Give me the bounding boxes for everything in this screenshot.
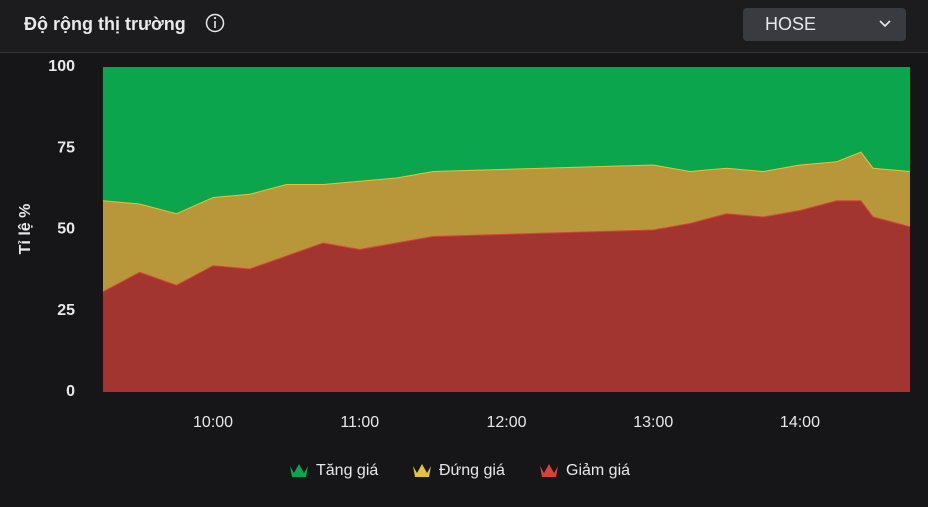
legend-icon (540, 464, 558, 477)
widget-title: Độ rộng thị trường (24, 14, 186, 34)
legend-icon (413, 464, 431, 477)
x-tick-label: 13:00 (633, 414, 673, 431)
info-icon[interactable] (205, 13, 225, 33)
y-tick-label: 0 (66, 383, 75, 400)
legend-label: Đứng giá (439, 462, 505, 479)
y-axis-label: Tỉ lệ % (17, 204, 34, 255)
legend-item[interactable]: Giảm giá (540, 462, 630, 479)
x-tick-label: 10:00 (193, 414, 233, 431)
x-tick-label: 12:00 (486, 414, 526, 431)
area-band (103, 67, 910, 214)
dropdown-value: HOSE (765, 14, 816, 34)
info-circle (205, 13, 225, 33)
legend-item[interactable]: Đứng giá (413, 462, 505, 479)
dropdown-chevron (879, 20, 891, 28)
legend-item[interactable]: Tăng giá (290, 462, 378, 479)
legend-icon (290, 464, 308, 477)
x-tick-label: 11:00 (340, 414, 379, 431)
legend-label: Giảm giá (566, 462, 630, 479)
legend-label: Tăng giá (316, 462, 378, 479)
x-tick-label: 14:00 (780, 414, 820, 431)
y-tick-label: 25 (57, 302, 75, 319)
area-band (103, 151, 910, 292)
y-tick-label: 50 (57, 221, 75, 238)
dropdown-box (743, 8, 906, 41)
exchange-dropdown[interactable]: HOSE (743, 8, 906, 41)
area-band (103, 200, 910, 392)
y-tick-label: 100 (48, 58, 75, 75)
info-dot (213, 16, 217, 20)
y-tick-label: 75 (57, 139, 75, 156)
